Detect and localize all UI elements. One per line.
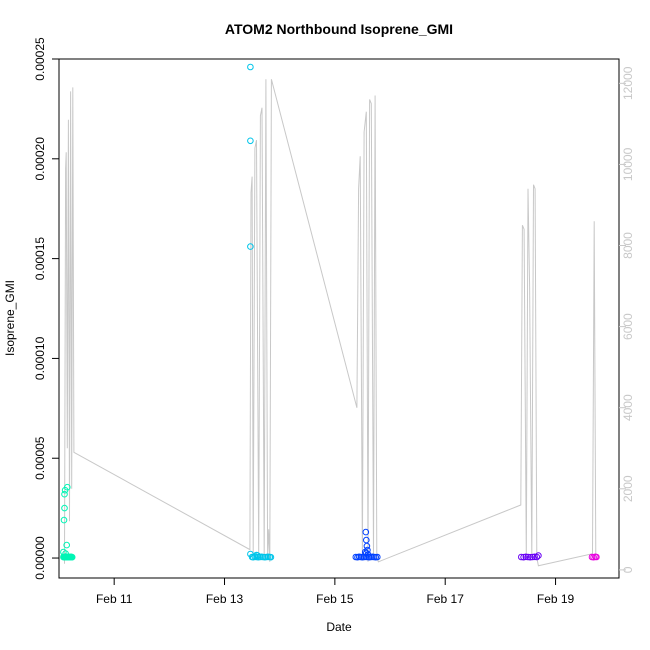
data-point — [362, 528, 370, 536]
data-point — [529, 553, 536, 561]
y2-tick-label: 6000 — [621, 313, 635, 340]
data-point — [535, 552, 542, 559]
x-axis: Feb 11 Feb 13 Feb 15 Feb 17 Feb 19 — [96, 578, 575, 606]
data-point — [267, 553, 275, 561]
x-axis-label: Date — [326, 620, 352, 634]
altitude-line — [64, 79, 597, 567]
points-layer — [60, 63, 600, 561]
y2-tick-label: 4000 — [621, 394, 635, 421]
data-point — [363, 549, 370, 557]
y2-tick-label: 2000 — [621, 475, 635, 502]
data-point — [64, 483, 71, 491]
x-tick-label: Feb 17 — [427, 592, 465, 606]
data-point — [61, 504, 68, 512]
data-point — [60, 516, 68, 524]
y-axis-label: Isoprene_GMI — [3, 280, 17, 356]
y-tick-label: 0.00010 — [33, 336, 47, 380]
data-point — [374, 553, 381, 561]
y-tick-label: 0.00025 — [33, 37, 47, 81]
data-point — [247, 137, 254, 145]
x-tick-label: Feb 11 — [96, 592, 133, 606]
data-point — [63, 541, 70, 549]
y-tick-label: 0.00020 — [33, 137, 47, 181]
y2-tick-label: 12000 — [621, 66, 635, 100]
y2-tick-label: 0 — [621, 566, 635, 573]
y-axis: 0.00000 0.00005 0.00010 0.00015 0.00020 0.000… — [33, 37, 59, 580]
x-tick-label: Feb 19 — [537, 592, 575, 606]
y-tick-label: 0.00000 — [33, 536, 47, 580]
y2-tick-label: 10000 — [621, 147, 635, 181]
data-point — [364, 551, 372, 558]
data-point — [526, 553, 534, 561]
y2-tick-label: 8000 — [621, 232, 635, 259]
data-point — [247, 550, 254, 558]
chart-title: ATOM2 Northbound Isoprene_GMI — [225, 21, 453, 37]
data-point — [62, 550, 69, 557]
plot-frame — [58, 58, 620, 579]
data-point — [247, 243, 254, 250]
y2-axis: 0 2000 4000 6000 8000 10000 12000 — [619, 66, 635, 573]
data-point — [531, 553, 538, 561]
data-point — [254, 552, 261, 559]
data-point — [524, 553, 532, 561]
x-tick-label: Feb 13 — [206, 592, 244, 606]
x-tick-label: Feb 15 — [316, 592, 354, 606]
data-point — [533, 553, 541, 561]
data-point — [61, 490, 68, 498]
data-point — [247, 63, 254, 71]
data-point — [68, 553, 76, 561]
data-point — [518, 553, 525, 561]
data-point — [593, 553, 600, 561]
data-point — [363, 542, 371, 550]
y-tick-label: 0.00015 — [33, 237, 47, 281]
y-tick-label: 0.00005 — [33, 436, 47, 480]
altitude-layer — [64, 79, 597, 567]
data-point — [522, 553, 530, 561]
